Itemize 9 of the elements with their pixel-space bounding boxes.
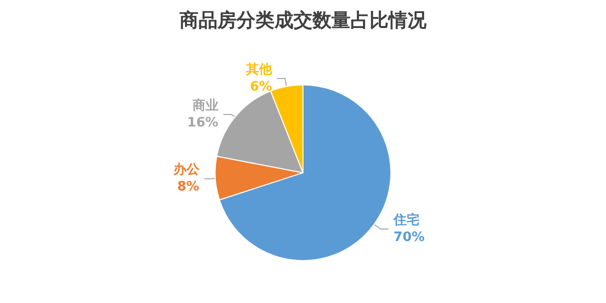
data-label: 8% — [177, 180, 200, 195]
data-label: 70% — [394, 230, 425, 246]
slice-label: 办公 — [172, 162, 200, 178]
slice-label: 住宅 — [392, 212, 420, 228]
data-label: 6% — [250, 80, 272, 95]
slice-label: 其他 — [245, 62, 274, 78]
data-label: 16% — [187, 116, 218, 131]
slice-label: 商业 — [191, 98, 218, 114]
chart-title: 商品房分类成交数量占比情况 — [178, 10, 428, 32]
